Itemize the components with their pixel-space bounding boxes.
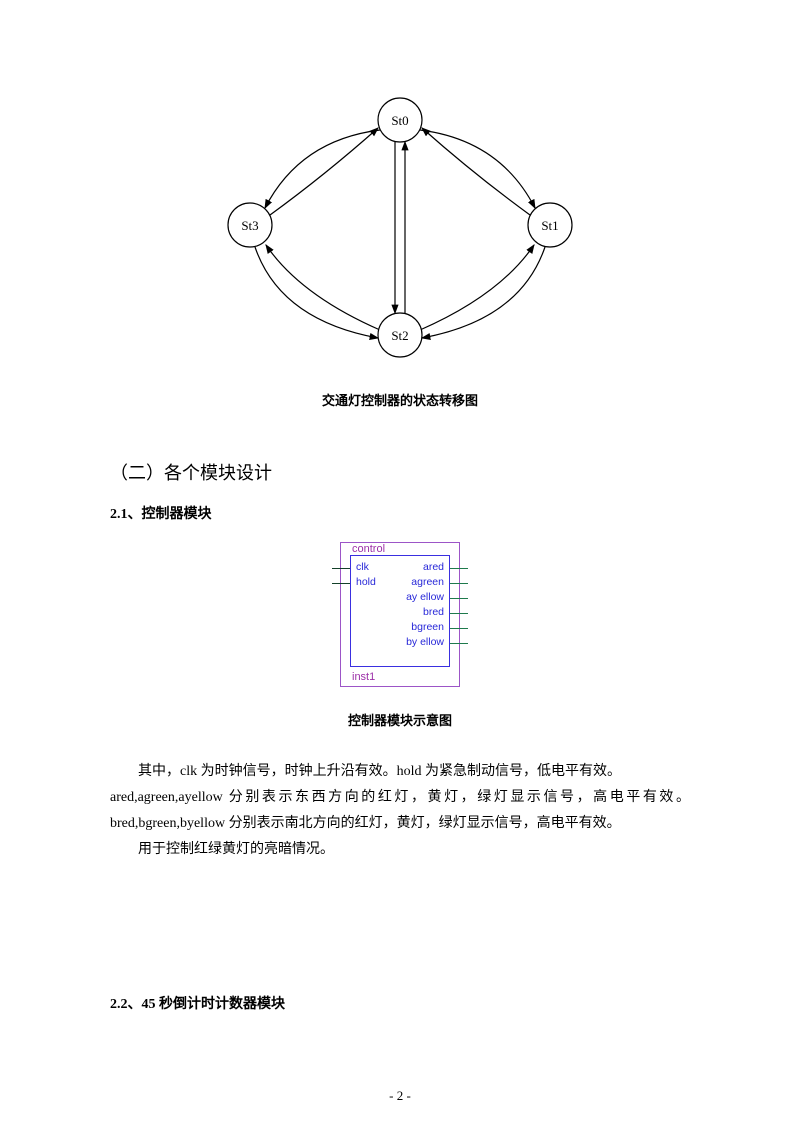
controller-description: 其中，clk 为时钟信号，时钟上升沿有效。hold 为紧急制动信号，低电平有效。…: [110, 759, 690, 863]
state-diagram-caption: 交通灯控制器的状态转移图: [110, 390, 690, 409]
paragraph-1: 其中，clk 为时钟信号，时钟上升沿有效。hold 为紧急制动信号，低电平有效。: [110, 759, 690, 785]
paragraph-2: ared,agreen,ayellow 分别表示东西方向的红灯，黄灯，绿灯显示信…: [110, 790, 690, 805]
pin-ayellow: ay ellow: [406, 591, 444, 603]
paragraph-3: bred,bgreen,byellow 分别表示南北方向的红灯，黄灯，绿灯显示信…: [110, 816, 621, 831]
section-2-2-heading: 2.2、45 秒倒计时计数器模块: [110, 993, 690, 1013]
node-st2: St2: [391, 328, 408, 343]
module-title: control: [352, 543, 385, 555]
pin-hold: hold: [356, 576, 376, 588]
section-2-heading: （二）各个模块设计: [110, 459, 690, 485]
node-st1: St1: [541, 218, 558, 233]
node-st0: St0: [391, 113, 408, 128]
paragraph-4: 用于控制红绿黄灯的亮暗情况。: [110, 837, 690, 863]
page-number: - 2 -: [0, 1088, 800, 1104]
pin-byellow: by ellow: [406, 636, 444, 648]
pin-bred: bred: [423, 606, 444, 618]
pin-ared: ared: [423, 561, 444, 573]
module-instance: inst1: [352, 671, 375, 683]
pin-clk: clk: [356, 561, 369, 573]
section-2-1-heading: 2.1、控制器模块: [110, 503, 690, 523]
state-transition-diagram: St0 St1 St3 St2: [200, 70, 600, 370]
controller-module-diagram: control inst1 clk hold ared agreen ay el…: [328, 537, 472, 692]
pin-agreen: agreen: [411, 576, 444, 588]
module-diagram-caption: 控制器模块示意图: [110, 710, 690, 729]
node-st3: St3: [241, 218, 258, 233]
pin-bgreen: bgreen: [411, 621, 444, 633]
